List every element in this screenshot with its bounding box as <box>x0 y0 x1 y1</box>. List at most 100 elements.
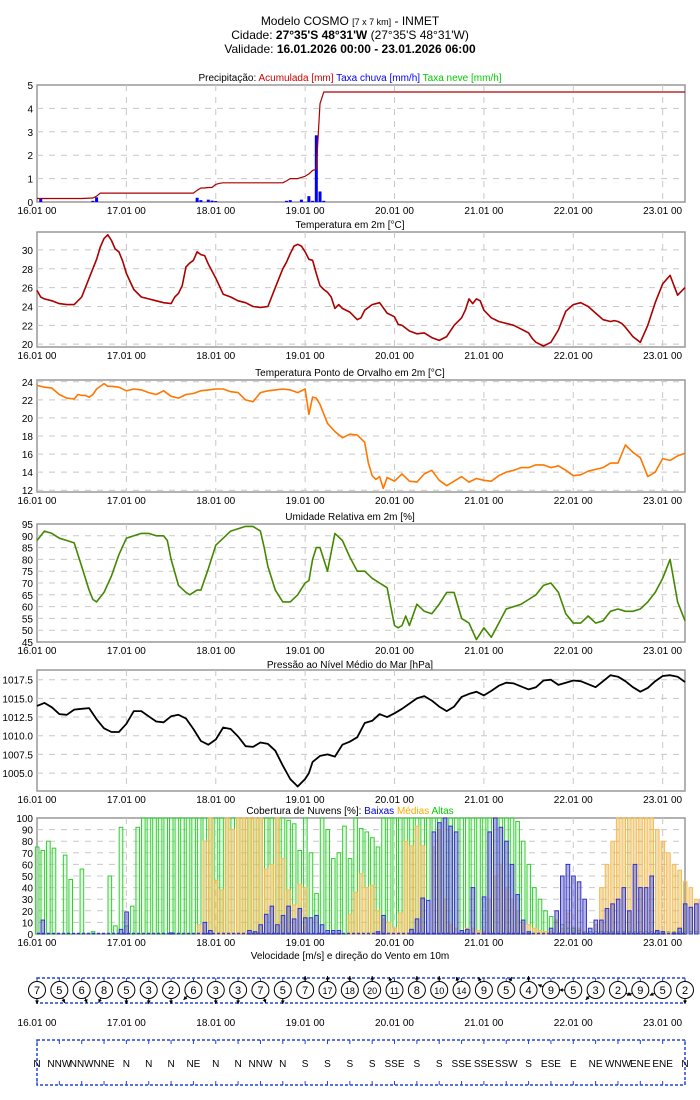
cloud-bar-baixas <box>504 840 509 935</box>
clouds-title: Cobertura de Nuvens [%]: Baixas Médias A… <box>246 806 453 817</box>
wind-speed-circle <box>318 981 337 999</box>
wind-speed-circle <box>430 981 449 999</box>
clouds-xtick-label: 21.01 00 <box>464 938 503 949</box>
cloud-bar-altas <box>191 817 196 935</box>
wind-speed-circle <box>407 981 426 999</box>
precip-xtick-label: 19.01 00 <box>286 206 325 217</box>
clouds-xtick-label: 17.01 00 <box>107 938 146 949</box>
temperature-title: Temperatura em 2m [°C] <box>295 220 404 231</box>
cloud-bar-medias <box>375 910 381 935</box>
cloud-bar-baixas <box>291 918 297 935</box>
wind-speed-value: 3 <box>146 985 152 997</box>
precip-xtick-label: 22.01 00 <box>554 206 593 217</box>
wind-speed-circle <box>586 981 605 999</box>
dewpoint-xtick-label: 21.01 00 <box>464 496 503 507</box>
humidity-xtick-label: 21.01 00 <box>464 646 503 657</box>
humidity-ytick-label: 55 <box>22 614 34 625</box>
wind-xtick-label: 19.01 00 <box>286 1018 325 1029</box>
wind-speed-value: 9 <box>637 985 643 997</box>
cloud-bar-medias <box>677 869 682 935</box>
cloud-bar-medias <box>666 852 671 935</box>
precip-title-part: Acumulada [mm] <box>258 73 336 84</box>
header-validity: Validade: 16.01.2026 00:00 - 23.01.2026 … <box>0 42 700 56</box>
wind-speed-value: 4 <box>526 985 532 997</box>
cloud-bar-baixas <box>694 903 699 935</box>
humidity-title: Umidade Relativa em 2m [%] <box>285 512 415 523</box>
wind-direction-label: N <box>123 1059 130 1070</box>
wind-arrow-head-icon <box>683 1000 687 1004</box>
cloud-bar-altas <box>342 825 347 935</box>
wind-speed-circle <box>363 981 382 999</box>
cloud-bar-altas <box>465 817 470 935</box>
wind-speed-circle <box>608 981 627 999</box>
humidity-ytick-label: 80 <box>22 555 34 566</box>
humidity-ytick-label: 45 <box>22 638 34 649</box>
precip-ytick-label: 2 <box>27 151 33 162</box>
cloud-bar-baixas <box>638 887 643 935</box>
temperature-ytick-label: 22 <box>22 321 34 332</box>
dewpoint-xtick-label: 20.01 00 <box>375 496 414 507</box>
cloud-bar-baixas <box>587 927 593 935</box>
cloud-bar-baixas <box>599 919 604 935</box>
wind-direction-label: NNW <box>47 1059 71 1070</box>
wind-direction-label: S <box>525 1059 532 1070</box>
wind-speed-value: 5 <box>660 985 666 997</box>
cloud-bar-altas <box>107 875 113 935</box>
precip-xtick-label: 21.01 00 <box>464 206 503 217</box>
wind-xtick-label: 18.01 00 <box>196 1018 235 1029</box>
pressure-ytick-label: 1012.5 <box>2 713 33 724</box>
wind-arrow-head-icon <box>183 996 188 1000</box>
wind-direction-label: SSE <box>474 1059 494 1070</box>
cloud-bar-baixas <box>688 906 694 935</box>
wind-speed-value: 11 <box>390 986 399 996</box>
dewpoint-xtick-label: 16.01 00 <box>18 496 57 507</box>
temperature-xtick-label: 19.01 00 <box>286 351 325 362</box>
precip-panel: 0 1 2 3 4 5 16.01 00 17.01 00 18.01 00 19.01 00 20… <box>18 81 686 217</box>
cloud-bar-medias <box>414 825 420 935</box>
cloud-bar-baixas <box>604 907 610 935</box>
rain-rate-bar <box>195 197 199 202</box>
temperature-ytick-label: 28 <box>22 265 34 276</box>
wind-speed-circle <box>117 981 136 999</box>
temperature-xtick-label: 23.01 00 <box>643 351 682 362</box>
cloud-bar-medias <box>247 817 252 935</box>
temperature-ytick-label: 30 <box>22 246 34 257</box>
rain-rate-bar <box>199 200 203 202</box>
cloud-bar-altas <box>168 817 174 935</box>
cloud-bar-medias <box>353 891 358 935</box>
cloud-bar-baixas <box>615 898 621 935</box>
wind-direction-label: N <box>212 1059 219 1070</box>
wind-arrow-head-icon <box>649 992 654 996</box>
temperature-xtick-label: 17.01 00 <box>107 351 146 362</box>
rain-rate-bar <box>95 197 99 202</box>
cloud-bar-baixas <box>565 863 571 935</box>
cloud-bar-baixas <box>314 914 319 935</box>
humidity-xtick-label: 20.01 00 <box>375 646 414 657</box>
wind-speed-value: 7 <box>34 985 40 997</box>
cloud-bar-baixas <box>286 905 291 935</box>
wind-speed-value: 3 <box>235 985 241 997</box>
humidity-ytick-label: 75 <box>22 567 34 578</box>
rain-rate-bar <box>206 199 210 202</box>
wind-xtick-label: 17.01 00 <box>107 1018 146 1029</box>
cloud-bar-altas <box>196 817 202 935</box>
cloud-bar-medias <box>409 845 414 935</box>
temperature-ytick-label: 26 <box>22 284 34 295</box>
rain-rate-bar <box>91 200 95 202</box>
cloud-bar-baixas <box>627 910 632 935</box>
cloud-bar-altas <box>476 817 481 935</box>
wind-arrow-head-icon <box>347 976 352 980</box>
cloud-bar-baixas <box>381 914 386 935</box>
wind-speed-circle <box>28 981 46 999</box>
model-source: - INMET <box>391 14 440 28</box>
clouds-ytick-label: 60 <box>22 860 34 871</box>
clouds-ytick-label: 20 <box>22 907 34 918</box>
cloud-bar-altas <box>46 840 51 935</box>
humidity-ytick-label: 70 <box>22 579 34 590</box>
cloud-bar-baixas <box>442 817 448 935</box>
wind-direction-label: NNW <box>70 1059 94 1070</box>
wind-direction-label: NE <box>589 1059 603 1070</box>
wind-arrow-head-icon <box>98 998 102 1003</box>
cloud-bar-altas <box>68 878 74 935</box>
